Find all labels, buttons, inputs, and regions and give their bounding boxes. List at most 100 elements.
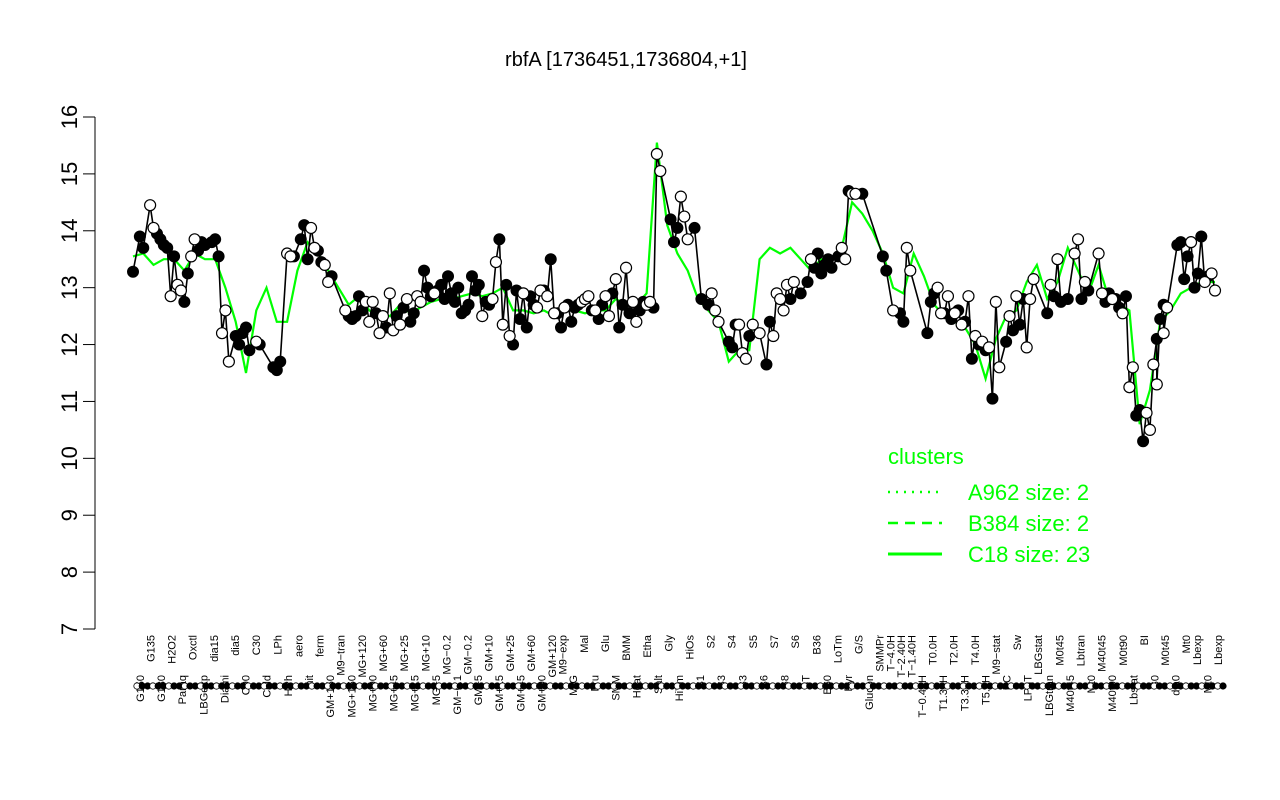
data-point-open (322, 275, 335, 289)
data-point-open (835, 241, 848, 254)
x-tick-label: Lbstat (1128, 675, 1140, 705)
x-tick-label: T4.0H (970, 635, 982, 665)
x-tick-label: MG−0.2 (441, 635, 453, 674)
data-point-open (708, 304, 722, 317)
data-point-open (777, 304, 790, 317)
y-tick-label: 8 (57, 566, 82, 578)
data-point-open (650, 147, 663, 161)
legend-label: C18 size: 23 (968, 542, 1090, 567)
data-point-filled (465, 270, 478, 283)
data-point-open (1140, 406, 1153, 419)
data-point-filled (435, 278, 448, 291)
data-point-open (934, 307, 948, 320)
x-tick-label: GM+60 (526, 635, 538, 671)
data-point-open (530, 301, 544, 314)
data-point-filled (1188, 281, 1201, 294)
data-point-open (1143, 423, 1157, 436)
y-tick-label: 14 (57, 219, 82, 243)
x-tick-label: C30 (251, 635, 263, 655)
data-point-open (188, 233, 201, 246)
data-point-filled (520, 321, 533, 334)
data-point-open (643, 295, 657, 308)
data-point-open (147, 221, 160, 235)
data-point-open (1051, 253, 1064, 266)
data-point-open (681, 233, 694, 246)
data-point-filled (500, 278, 513, 291)
x-tick-label: M9−exp (558, 635, 570, 674)
data-point-open (599, 290, 612, 303)
x-tick-label: S7 (769, 635, 781, 648)
data-point-open (366, 295, 379, 308)
data-point-filled (897, 315, 910, 328)
data-point-open (767, 329, 780, 343)
data-point-filled (294, 233, 307, 246)
x-tick-label: Etha (642, 634, 654, 658)
x-tick-label: dia15 (209, 635, 221, 662)
x-tick-label: S4 (727, 635, 739, 648)
data-point-open (839, 253, 852, 266)
data-point-open (1010, 290, 1023, 303)
data-point-open (1020, 341, 1033, 354)
data-point-filled (760, 358, 773, 371)
x-tick-label: BMM (621, 635, 633, 661)
x-tick-label: S5 (748, 635, 760, 648)
data-point-open (489, 255, 503, 269)
data-point-open (215, 327, 229, 340)
data-point-open (753, 327, 766, 340)
y-tick-label: 10 (57, 446, 82, 470)
data-point-filled (513, 312, 526, 325)
x-tick-label: Glu (600, 635, 612, 652)
x-tick-label: Oxctl (188, 635, 200, 660)
data-point-open (712, 315, 725, 328)
data-point-filled (448, 295, 461, 308)
data-point-filled (472, 278, 485, 291)
data-point-open (541, 290, 554, 303)
data-point-open (1095, 287, 1109, 300)
x-tick-label: M40t45 (1065, 675, 1077, 712)
x-tick-label: LBGtran (1044, 675, 1056, 716)
data-point-filled (1195, 230, 1208, 243)
data-point-open (602, 310, 616, 323)
data-point-open (308, 241, 321, 254)
data-point-open (1126, 361, 1139, 374)
data-point-open (376, 310, 390, 323)
data-point-open (609, 273, 622, 286)
data-point-open (1157, 327, 1170, 340)
legend-entries: A962 size: 2 B384 size: 2 C18 size: 23 (888, 480, 1090, 567)
y-tick-label: 9 (57, 509, 82, 521)
data-point-filled (239, 321, 252, 334)
data-point-open (982, 341, 996, 354)
data-point-open (304, 221, 318, 235)
data-point-open (1003, 310, 1016, 323)
x-tick-label: GM+25 (505, 635, 517, 671)
x-tick-label: Gly (663, 635, 675, 652)
legend-label: A962 size: 2 (968, 480, 1089, 505)
x-tick-label: M9−tran (336, 635, 348, 676)
legend-title: clusters (888, 444, 964, 469)
data-point-open (654, 164, 667, 178)
data-point-filled (274, 355, 287, 368)
data-point-open (1027, 273, 1040, 286)
data-point-filled (462, 298, 475, 311)
data-point-open (678, 210, 691, 223)
data-point-open (219, 304, 232, 317)
data-point-open (626, 295, 640, 308)
data-point-filled (1137, 435, 1150, 448)
x-tick-label: T−0.40H (917, 675, 929, 718)
x-tick-label: MG+15 (410, 675, 422, 711)
data-point-open (1205, 267, 1218, 280)
data-point-filled (233, 338, 246, 351)
data-point-open (746, 318, 759, 331)
data-point-filled (133, 230, 146, 243)
data-point-filled (181, 267, 194, 280)
data-point-open (496, 318, 509, 331)
data-point-filled (664, 213, 677, 226)
data-point-filled (794, 287, 807, 300)
data-point-filled (825, 261, 838, 274)
data-point-open (619, 261, 633, 274)
data-point-filled (407, 307, 420, 320)
data-point-open (174, 284, 188, 297)
data-point-filled (555, 321, 568, 334)
data-point-open (941, 290, 955, 303)
